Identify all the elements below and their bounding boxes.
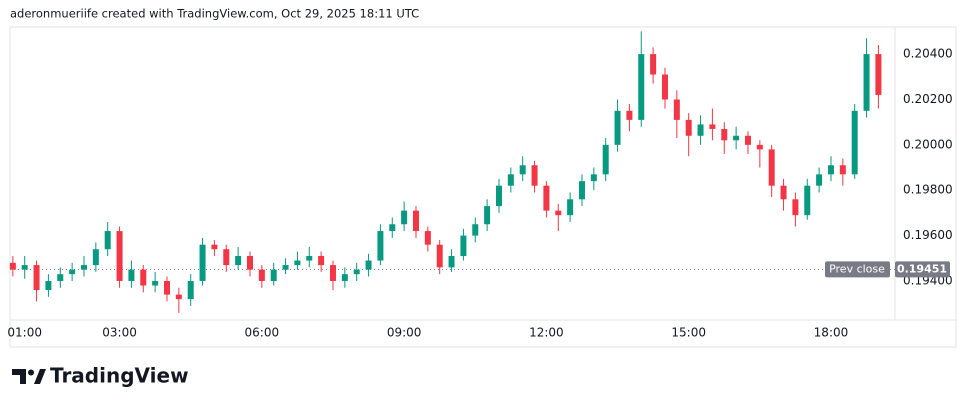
prev-close-label: Prev close <box>829 262 885 275</box>
candle-body <box>519 165 526 175</box>
candle-body <box>507 174 514 186</box>
candle-body <box>353 269 360 275</box>
candle-body <box>472 224 479 236</box>
candle-body <box>768 149 775 186</box>
candle-body <box>163 280 170 295</box>
candle-body <box>804 185 811 216</box>
candle-body <box>33 265 40 291</box>
candle-body <box>199 244 206 281</box>
candle-body <box>590 174 597 182</box>
candle-body <box>329 265 336 281</box>
candle-body <box>495 185 502 207</box>
candle-body <box>661 74 668 100</box>
candle-body <box>57 274 64 281</box>
candle-body <box>543 185 550 211</box>
candle-body <box>448 256 455 268</box>
x-tick-label: 09:00 <box>387 326 422 340</box>
candle-body <box>235 256 242 266</box>
candle-body <box>460 235 467 257</box>
candle-body <box>709 124 716 129</box>
candle-body <box>531 165 538 186</box>
candle-body <box>875 54 882 95</box>
candle-body <box>377 231 384 261</box>
candle-body <box>211 244 218 250</box>
candle-body <box>306 256 313 261</box>
x-tick-label: 01:00 <box>7 326 42 340</box>
candle-body <box>780 185 787 200</box>
candle-body <box>270 269 277 281</box>
candle-body <box>792 199 799 216</box>
x-tick-label: 06:00 <box>245 326 280 340</box>
candle-body <box>104 231 111 250</box>
candle-body <box>92 249 99 266</box>
prev-close-tag <box>825 261 890 278</box>
candle-body <box>389 224 396 232</box>
candle-body <box>744 135 751 145</box>
candle-body <box>638 54 645 120</box>
candle-body <box>258 269 265 281</box>
candle-body <box>721 128 728 141</box>
candle-body <box>673 99 680 120</box>
candle-body <box>318 256 325 266</box>
y-tick-label: 0.19800 <box>903 183 953 197</box>
candle-body <box>436 244 443 268</box>
y-tick-label: 0.20000 <box>903 137 953 151</box>
candle-body <box>128 269 135 281</box>
candle-body <box>69 269 76 275</box>
candle-body <box>567 199 574 216</box>
y-tick-label: 0.20200 <box>903 92 953 106</box>
candle-body <box>412 210 419 232</box>
candle-body <box>116 231 123 281</box>
candle-body <box>424 231 431 245</box>
chart-frame <box>9 26 957 348</box>
candle-body <box>175 294 182 300</box>
candle-body <box>733 135 740 141</box>
candle-body <box>223 249 230 266</box>
prev-close-value-tag <box>895 261 950 278</box>
candle-body <box>578 181 585 200</box>
candle-body <box>650 54 657 75</box>
x-tick-label: 12:00 <box>529 326 564 340</box>
candle-body <box>21 265 28 270</box>
candle-body <box>341 274 348 281</box>
candle-body <box>839 165 846 175</box>
candle-body <box>816 174 823 186</box>
candle-body <box>827 165 834 175</box>
candle-body <box>401 210 408 225</box>
x-tick-label: 18:00 <box>814 326 849 340</box>
candle-body <box>294 260 301 266</box>
logo-text: TradingView <box>50 364 189 388</box>
candle-body <box>484 206 491 225</box>
candle-body <box>756 144 763 150</box>
prev-close-value: 0.19451 <box>897 262 947 275</box>
candle-body <box>685 119 692 136</box>
candle-body <box>282 265 289 270</box>
candle-body <box>555 210 562 216</box>
candle-body <box>140 269 147 286</box>
candle-body <box>626 110 633 120</box>
candle-body <box>246 256 253 270</box>
candle-body <box>602 144 609 175</box>
logo: TradingView <box>12 364 189 388</box>
candle-body <box>80 265 87 270</box>
candle-body <box>365 260 372 270</box>
y-tick-label: 0.20400 <box>903 47 953 61</box>
candle-body <box>851 110 858 175</box>
x-tick-label: 15:00 <box>671 326 706 340</box>
candle-body <box>614 110 621 145</box>
candle-body <box>697 124 704 136</box>
y-tick-label: 0.19600 <box>903 228 953 242</box>
attribution: aderonmueriife created with TradingView.… <box>10 7 419 21</box>
candle-body <box>152 280 159 286</box>
candle-body <box>187 280 194 300</box>
candle-body <box>9 262 16 270</box>
candle-body <box>863 54 870 111</box>
x-tick-label: 03:00 <box>102 326 137 340</box>
candle-body <box>45 280 52 291</box>
